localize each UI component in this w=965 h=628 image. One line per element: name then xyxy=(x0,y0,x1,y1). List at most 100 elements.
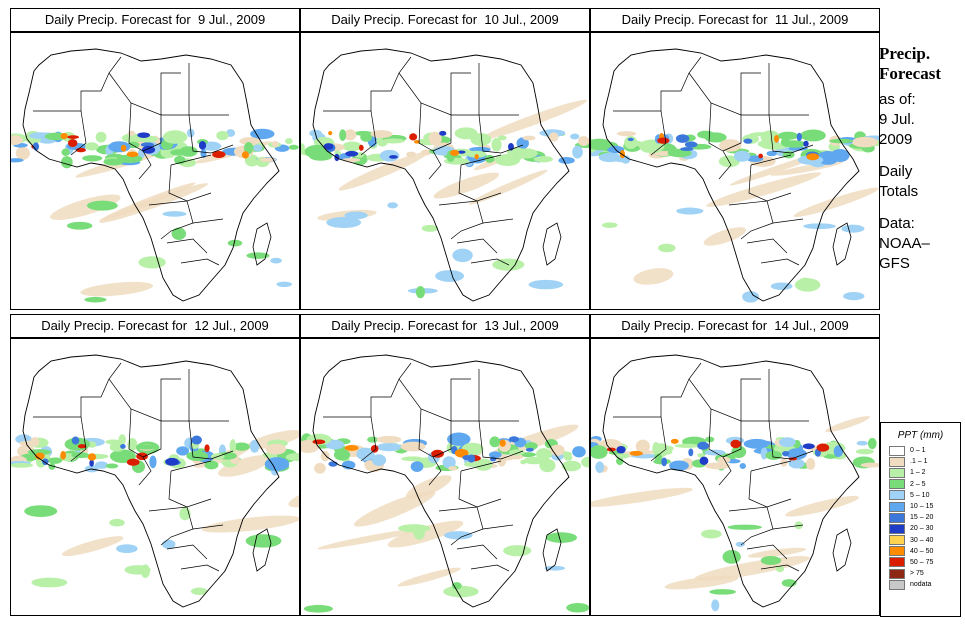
country-border xyxy=(428,456,442,486)
country-border xyxy=(451,369,480,422)
precip-cell xyxy=(490,456,497,462)
precip-blob xyxy=(855,448,874,455)
precip-blob xyxy=(11,158,24,163)
precip-blob xyxy=(109,518,125,527)
precip-cell xyxy=(743,138,753,144)
precip-blob xyxy=(591,445,608,459)
precip-blob xyxy=(841,224,865,233)
precip-cell xyxy=(431,449,444,458)
precip-blob xyxy=(454,127,478,140)
precip-cell xyxy=(788,457,798,461)
precip-blob xyxy=(727,524,763,530)
legend-item: 20 – 30 xyxy=(881,523,960,534)
precip-blob xyxy=(468,169,548,205)
precip-blob xyxy=(581,456,589,468)
country-border xyxy=(451,63,480,116)
precip-blob xyxy=(421,224,439,232)
legend-label: 20 – 30 xyxy=(910,525,934,533)
precip-blob xyxy=(658,243,676,253)
precip-blob xyxy=(852,136,878,148)
precip-blob xyxy=(722,549,741,564)
precip-blob xyxy=(339,129,347,142)
precip-blob xyxy=(825,416,871,433)
precip-cell xyxy=(816,443,830,452)
precip-blob xyxy=(406,151,417,158)
precip-map xyxy=(10,338,300,616)
country-border xyxy=(170,154,212,166)
precip-blob xyxy=(385,442,394,448)
precip-blob xyxy=(674,443,701,448)
legend-item: 1 – 2 xyxy=(881,467,960,478)
precip-blob xyxy=(704,462,730,470)
precip-cell xyxy=(120,144,127,152)
precip-blob xyxy=(138,256,166,269)
country-border xyxy=(438,200,484,240)
precip-blob xyxy=(491,137,502,152)
africa-coastline xyxy=(312,354,570,608)
precip-cell xyxy=(67,135,79,139)
precip-cell xyxy=(344,445,359,451)
precip-blob xyxy=(271,140,279,148)
precip-blob xyxy=(118,434,126,446)
madagascar-outline xyxy=(542,528,562,572)
precip-map xyxy=(590,338,880,616)
precip-cell xyxy=(627,137,634,142)
precip-blob xyxy=(227,239,243,247)
map-canvas xyxy=(301,48,589,302)
legend-swatch xyxy=(889,557,905,568)
country-border xyxy=(360,416,377,462)
precip-cell xyxy=(198,141,207,150)
precip-cell xyxy=(165,457,179,466)
precip-cell xyxy=(77,444,87,449)
precip-blob xyxy=(657,448,673,456)
precip-blob xyxy=(733,150,751,162)
data-line2: NOAA– xyxy=(879,235,930,252)
country-border xyxy=(482,218,514,224)
precip-cell xyxy=(675,134,690,143)
precip-cell xyxy=(499,439,506,447)
country-border xyxy=(718,456,732,486)
precip-blob xyxy=(616,131,637,137)
legend-swatch xyxy=(889,523,905,534)
precip-cell xyxy=(312,439,326,445)
precip-blob xyxy=(602,222,618,228)
forecast-panel-2: Daily Precip. Forecast for 10 Jul., 2009 xyxy=(300,8,590,310)
precip-cell xyxy=(457,150,466,154)
precip-blob xyxy=(829,138,854,144)
precip-blob xyxy=(229,439,237,453)
precip-blob xyxy=(245,534,282,548)
country-border xyxy=(70,416,87,462)
precip-blob xyxy=(433,172,500,199)
legend-label: 1 – 2 xyxy=(910,469,926,477)
precip-cell xyxy=(803,140,809,147)
legend-item: 15 – 20 xyxy=(881,512,960,523)
precip-blob xyxy=(442,456,456,469)
africa-coastline xyxy=(22,48,280,302)
legend-swatch xyxy=(889,501,905,512)
precip-blob xyxy=(61,148,70,156)
precip-blob xyxy=(447,432,471,446)
legend-swatch xyxy=(889,535,905,546)
precip-blob xyxy=(218,455,272,477)
precip-cell xyxy=(126,458,140,466)
precip-blob xyxy=(376,435,402,444)
precip-cell xyxy=(730,439,741,449)
precip-blob xyxy=(285,452,299,462)
precip-blob xyxy=(24,505,58,517)
precip-blob xyxy=(397,567,461,587)
country-border xyxy=(748,164,792,202)
precip-cell xyxy=(439,130,447,136)
legend-item: > 75 xyxy=(881,568,960,579)
precip-blob xyxy=(136,444,158,450)
legend-item: 40 – 50 xyxy=(881,546,960,557)
precip-blob xyxy=(19,440,37,446)
precip-blob xyxy=(528,279,564,290)
precip-blob xyxy=(387,202,398,209)
precip-blob xyxy=(765,450,783,461)
precip-blob xyxy=(856,440,868,446)
africa-coastline xyxy=(22,354,280,608)
precip-cell xyxy=(137,132,150,138)
legend-swatch xyxy=(889,490,905,501)
precip-blob xyxy=(523,456,545,465)
precip-blob xyxy=(704,132,727,143)
